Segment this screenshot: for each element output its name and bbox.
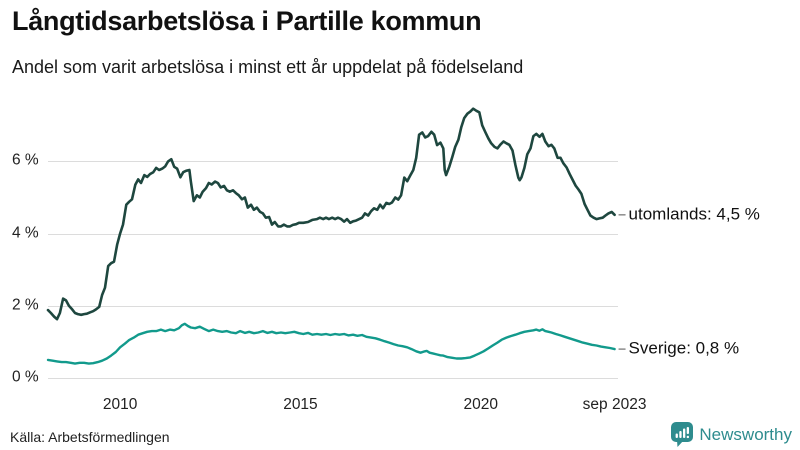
x-axis-tick-label: 2015	[283, 396, 318, 413]
chart-subtitle: Andel som varit arbetslösa i minst ett å…	[12, 57, 524, 77]
y-axis-tick-label: 6 %	[12, 152, 39, 170]
source-note: Källa: Arbetsförmedlingen	[10, 429, 170, 445]
newsworthy-logo: Newsworthy	[671, 422, 792, 448]
chart-title: Långtidsarbetslösa i Partille kommun	[12, 6, 482, 36]
bar-chart-speech-bubble-icon	[671, 422, 694, 447]
newsworthy-wordmark: Newsworthy	[699, 425, 792, 444]
x-axis-tick-label: 2020	[463, 396, 498, 413]
y-axis-tick-label: 4 %	[12, 224, 39, 242]
Sverige-end-label: Sverige: 0,8 %	[628, 338, 740, 358]
y-axis-tick-label: 2 %	[12, 296, 39, 314]
utomlands-line	[46, 107, 616, 321]
utomlands-end-label: utomlands: 4,5 %	[628, 204, 760, 224]
x-axis-tick-label: 2010	[102, 396, 138, 413]
x-axis-tick-label: sep 2023	[582, 396, 647, 413]
y-axis-tick-label: 0 %	[12, 368, 39, 386]
Sverige-line	[46, 322, 616, 365]
